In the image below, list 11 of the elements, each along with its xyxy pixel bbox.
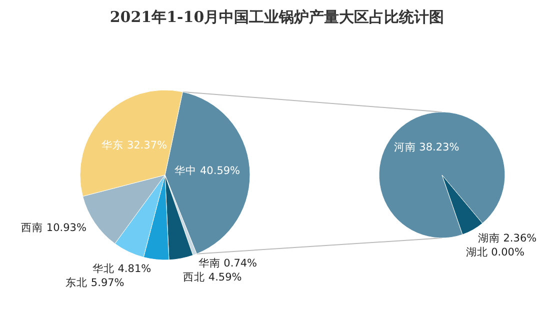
slice-label: 华东 32.37% xyxy=(102,138,167,152)
slice-label: 湖南 2.36% xyxy=(478,231,537,244)
slice-label: 西南 10.93% xyxy=(21,221,86,234)
category-label: 湖北 0.00% xyxy=(466,246,524,258)
slice-label: 华北 4.81% xyxy=(92,262,152,276)
slice-label: 华中 40.59% xyxy=(174,164,240,178)
slice-label: 东北 5.97% xyxy=(66,276,124,290)
chart-title: 2021年1-10月中国工业锅炉产量大区占比统计图 xyxy=(108,8,446,27)
slice-label: 西北 4.59% xyxy=(183,270,242,284)
slice-label: 华南 0.74% xyxy=(198,256,258,270)
slice-label: 河南 38.23% xyxy=(394,140,460,154)
